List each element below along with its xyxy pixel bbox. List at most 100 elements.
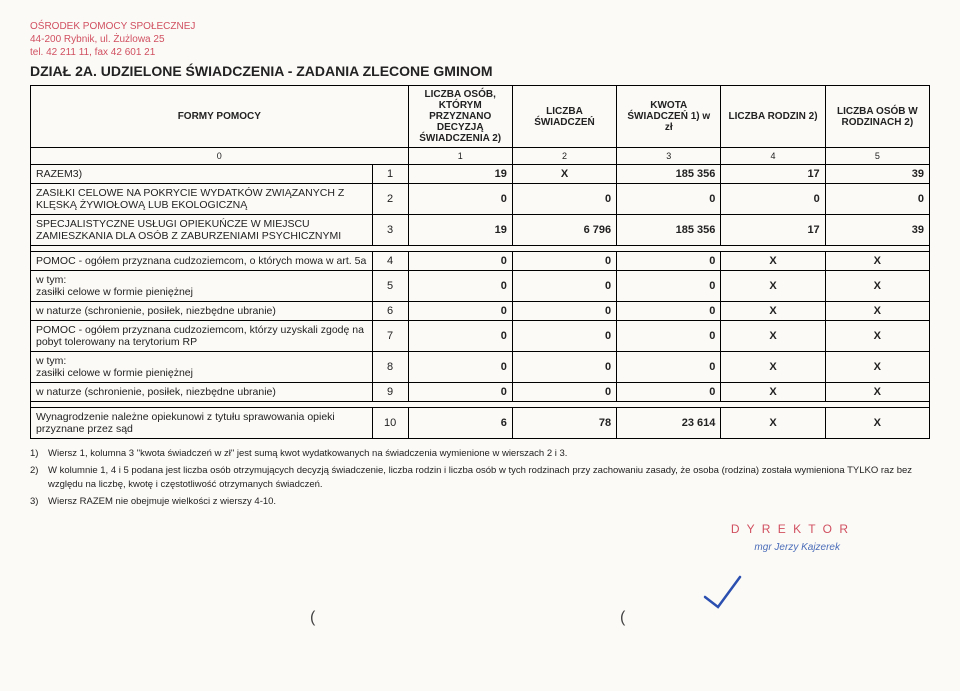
row-value: 0 [512,302,616,321]
letterhead-line2: 44-200 Rybnik, ul. Żużlowa 25 [30,33,930,46]
row-value: 0 [408,352,512,383]
letterhead: OŚRODEK POMOCY SPOŁECZNEJ 44-200 Rybnik,… [30,20,930,59]
col-header-benefits: LICZBA ŚWIADCZEŃ [512,86,616,148]
row-value: X [825,321,929,352]
table-row: w tym: zasiłki celowe w formie pieniężne… [31,271,930,302]
row-value: 19 [408,215,512,246]
row-value: 0 [512,271,616,302]
row-value: 17 [721,165,825,184]
row-index: 8 [372,352,408,383]
row-value: X [825,252,929,271]
row-value: 39 [825,165,929,184]
fn1-text: Wiersz 1, kolumna 3 "kwota świadczeń w z… [48,447,567,460]
col-header-in-families: LICZBA OSÓB W RODZINACH 2) [825,86,929,148]
row-label: POMOC - ogółem przyznana cudzoziemcom, o… [31,252,373,271]
colnum-1: 1 [408,148,512,165]
section-title: DZIAŁ 2A. UDZIELONE ŚWIADCZENIA - ZADANI… [30,63,930,79]
letterhead-line3: tel. 42 211 11, fax 42 601 21 [30,46,930,59]
row-value: 185 356 [617,165,721,184]
row-value: 0 [408,184,512,215]
row-value: X [825,271,929,302]
colnum-5: 5 [825,148,929,165]
table-row: SPECJALISTYCZNE USŁUGI OPIEKUŃCZE W MIEJ… [31,215,930,246]
col-header-families: LICZBA RODZIN 2) [721,86,825,148]
row-value: X [512,165,616,184]
row-value: 185 356 [617,215,721,246]
row-value: 39 [825,215,929,246]
row-value: 19 [408,165,512,184]
row-index: 7 [372,321,408,352]
row-value: X [825,352,929,383]
row-value: X [825,408,929,439]
table-row: w naturze (schronienie, posiłek, niezbęd… [31,383,930,402]
letterhead-line1: OŚRODEK POMOCY SPOŁECZNEJ [30,20,930,33]
footnotes: 1)Wiersz 1, kolumna 3 "kwota świadczeń w… [30,447,930,508]
row-label: RAZEM3) [31,165,373,184]
row-value: 0 [512,352,616,383]
row-label: w tym: zasiłki celowe w formie pieniężne… [31,271,373,302]
row-value: 17 [721,215,825,246]
row-index: 2 [372,184,408,215]
row-value: 0 [512,184,616,215]
table-row: POMOC - ogółem przyznana cudzoziemcom, o… [31,252,930,271]
row-index: 4 [372,252,408,271]
row-value: X [721,271,825,302]
row-label: w naturze (schronienie, posiłek, niezbęd… [31,383,373,402]
row-value: 0 [617,321,721,352]
row-value: 0 [617,302,721,321]
row-value: 0 [512,252,616,271]
row-value: X [721,321,825,352]
table-row: POMOC - ogółem przyznana cudzoziemcom, k… [31,321,930,352]
row-value: 0 [617,383,721,402]
row-label: ZASIŁKI CELOWE NA POKRYCIE WYDATKÓW ZWIĄ… [31,184,373,215]
row-label: w tym: zasiłki celowe w formie pieniężne… [31,352,373,383]
row-value: X [721,383,825,402]
table-row: w naturze (schronienie, posiłek, niezbęd… [31,302,930,321]
row-index: 10 [372,408,408,439]
row-value: 23 614 [617,408,721,439]
row-value: 0 [825,184,929,215]
row-label: w naturze (schronienie, posiłek, niezbęd… [31,302,373,321]
row-value: X [825,302,929,321]
paren-left: ( [310,609,315,627]
row-value: 0 [617,252,721,271]
row-value: 0 [512,321,616,352]
row-value: X [721,302,825,321]
row-value: 0 [721,184,825,215]
colnum-2: 2 [512,148,616,165]
row-value: 6 796 [512,215,616,246]
dyrektor-stamp: D Y R E K T O R [731,522,850,536]
row-value: 0 [408,383,512,402]
row-label: Wynagrodzenie należne opiekunowi z tytuł… [31,408,373,439]
table-row: RAZEM3)119X185 3561739 [31,165,930,184]
row-index: 9 [372,383,408,402]
col-header-persons: LICZBA OSÓB, KTÓRYM PRZYZNANO DECYZJĄ ŚW… [408,86,512,148]
table-row: w tym: zasiłki celowe w formie pieniężne… [31,352,930,383]
fn2-text: W kolumnie 1, 4 i 5 podana jest liczba o… [48,464,930,491]
row-value: 0 [617,352,721,383]
fn2-num: 2) [30,464,48,491]
row-value: X [721,408,825,439]
row-index: 3 [372,215,408,246]
table-row: Wynagrodzenie należne opiekunowi z tytuł… [31,408,930,439]
paren-right: ( [620,609,625,627]
row-label: SPECJALISTYCZNE USŁUGI OPIEKUŃCZE W MIEJ… [31,215,373,246]
row-value: 0 [617,184,721,215]
row-value: X [825,383,929,402]
row-value: X [721,352,825,383]
benefits-table: FORMY POMOCY LICZBA OSÓB, KTÓRYM PRZYZNA… [30,85,930,439]
colnum-0: 0 [31,148,409,165]
signature-mark-icon [700,572,750,612]
table-row: ZASIŁKI CELOWE NA POKRYCIE WYDATKÓW ZWIĄ… [31,184,930,215]
row-value: X [721,252,825,271]
row-value: 0 [408,321,512,352]
col-header-forms: FORMY POMOCY [31,86,409,148]
row-value: 0 [408,271,512,302]
fn1-num: 1) [30,447,48,460]
colnum-4: 4 [721,148,825,165]
fn3-num: 3) [30,495,48,508]
colnum-3: 3 [617,148,721,165]
fn3-text: Wiersz RAZEM nie obejmuje wielkości z wi… [48,495,276,508]
signature-area: D Y R E K T O R mgr Jerzy Kajzerek ( ( [30,512,930,632]
row-label: POMOC - ogółem przyznana cudzoziemcom, k… [31,321,373,352]
